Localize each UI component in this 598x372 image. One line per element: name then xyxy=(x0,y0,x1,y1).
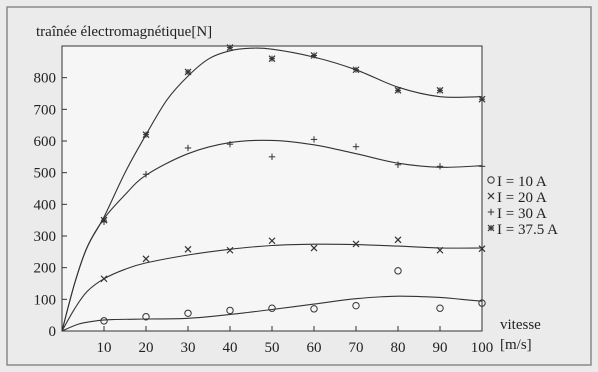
x-tick-label: 90 xyxy=(433,340,448,356)
y-tick-label: 200 xyxy=(34,261,57,277)
data-point-series-1 xyxy=(352,301,360,310)
data-point-series-3 xyxy=(184,144,192,152)
data-point-series-4 xyxy=(352,66,360,74)
data-point-series-4 xyxy=(100,216,108,224)
legend-label-1: I = 10 A xyxy=(497,174,547,190)
data-point-series-1 xyxy=(268,304,276,312)
data-point-series-1 xyxy=(226,306,234,315)
x-tick-label: 10 xyxy=(97,340,112,356)
legend-marker-2 xyxy=(487,192,495,200)
fit-curves xyxy=(61,47,483,332)
data-point-series-2 xyxy=(352,240,360,248)
legend-marker-3 xyxy=(487,208,495,216)
data-point-series-3 xyxy=(436,163,444,170)
data-point-series-4 xyxy=(184,68,192,76)
data-point-series-2 xyxy=(226,246,234,254)
data-point-series-3 xyxy=(478,163,486,170)
y-tick-label: 800 xyxy=(34,71,57,87)
drag-force-chart: traînée électromagnétique[N] vitesse [m/… xyxy=(6,6,592,366)
plot-area xyxy=(61,45,483,332)
y-tick-label: 600 xyxy=(34,134,57,150)
legend-marker-4 xyxy=(487,224,495,232)
data-point-series-3 xyxy=(352,143,360,150)
data-point-series-2 xyxy=(478,245,486,253)
data-point-series-4 xyxy=(268,55,276,63)
marker-stroke xyxy=(487,192,495,200)
legend-label-3: I = 30 A xyxy=(497,206,547,222)
legend: I = 10 AI = 20 AI = 30 AI = 37.5 A xyxy=(487,174,558,238)
y-axis-label: traînée électromagnétique[N] xyxy=(36,24,212,40)
data-point-series-3 xyxy=(226,140,234,148)
marker-stroke xyxy=(310,244,318,252)
data-point-series-4 xyxy=(478,95,486,103)
data-points xyxy=(100,44,486,325)
data-point-series-2 xyxy=(184,245,192,253)
x-tick-label: 70 xyxy=(349,340,364,356)
marker-stroke xyxy=(394,236,402,244)
legend-label-2: I = 20 A xyxy=(497,190,547,206)
x-tick-label: 80 xyxy=(391,340,406,356)
fit-curve-series-1 xyxy=(61,295,483,332)
marker-stroke xyxy=(352,240,360,248)
data-point-series-3 xyxy=(310,136,318,143)
data-point-series-1 xyxy=(184,309,192,317)
y-tick-label: 300 xyxy=(34,229,57,245)
x-tick-label: 50 xyxy=(265,340,280,356)
data-point-series-3 xyxy=(142,171,150,178)
data-point-series-2 xyxy=(310,244,318,252)
data-point-series-2 xyxy=(100,275,108,283)
data-point-series-1 xyxy=(310,305,318,313)
data-point-series-1 xyxy=(142,313,150,321)
fit-curve-series-2 xyxy=(61,243,483,332)
data-point-series-2 xyxy=(142,255,150,263)
data-point-series-1 xyxy=(394,267,402,275)
data-point-series-4 xyxy=(394,86,402,94)
marker-stroke xyxy=(478,245,486,253)
x-tick-label: 20 xyxy=(139,340,154,356)
x-tick-label: 60 xyxy=(307,340,322,356)
marker-stroke xyxy=(100,275,108,283)
data-point-series-2 xyxy=(268,237,276,245)
marker-stroke xyxy=(436,246,444,254)
marker-stroke xyxy=(226,246,234,254)
data-point-series-4 xyxy=(226,44,234,52)
data-point-series-4 xyxy=(310,52,318,59)
data-point-series-2 xyxy=(436,246,444,254)
data-point-series-1 xyxy=(100,317,108,325)
x-tick-label: 30 xyxy=(181,340,196,356)
data-point-series-1 xyxy=(478,299,486,307)
marker-stroke xyxy=(184,245,192,253)
marker-stroke xyxy=(142,255,150,263)
legend-label-4: I = 37.5 A xyxy=(497,222,558,238)
data-point-series-3 xyxy=(268,153,276,161)
x-tick-label: 40 xyxy=(223,340,238,356)
data-point-series-1 xyxy=(436,304,444,312)
data-point-series-2 xyxy=(394,236,402,244)
x-axis-label-line1: vitesse xyxy=(500,317,541,333)
data-point-series-3 xyxy=(394,161,402,168)
y-tick-label: 0 xyxy=(49,324,57,340)
y-tick-label: 400 xyxy=(34,197,57,213)
chart-frame: traînée électromagnétique[N] vitesse [m/… xyxy=(6,6,592,366)
legend-marker-1 xyxy=(487,176,495,184)
y-tick-label: 500 xyxy=(34,166,57,182)
axis-ticks: 0 100 200 300 400 500 600 700 800 10 20 30 40 50 60 70 8… xyxy=(34,71,494,356)
x-tick-label: 100 xyxy=(471,340,494,356)
x-axis-label-line2: [m/s] xyxy=(500,337,532,353)
fit-curve-series-4 xyxy=(61,47,483,332)
data-point-series-4 xyxy=(436,86,444,94)
marker-stroke xyxy=(268,237,276,245)
data-point-series-4 xyxy=(142,131,150,139)
y-tick-label: 100 xyxy=(34,292,57,308)
y-tick-label: 700 xyxy=(34,102,57,118)
